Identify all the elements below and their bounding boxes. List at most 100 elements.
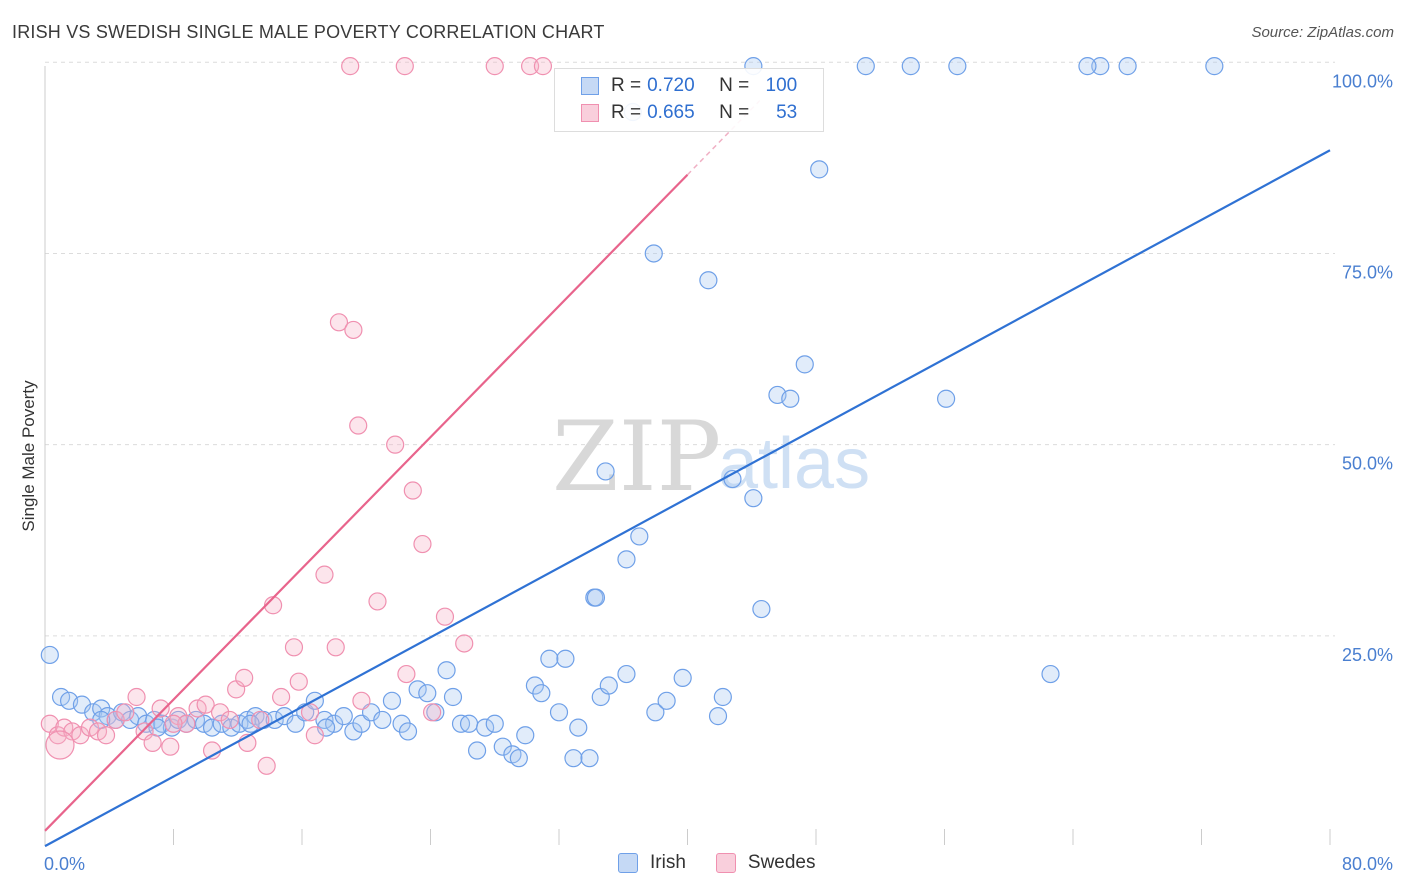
irish-point	[1078, 57, 1097, 76]
y-tick-label: 100.0%	[1332, 71, 1393, 91]
irish-point	[373, 710, 392, 730]
irish-point	[1118, 57, 1137, 76]
irish-point	[781, 389, 800, 408]
irish-point	[580, 749, 599, 768]
watermark-atlas: atlas	[718, 424, 870, 504]
x-tick-labels: 0.0% 80.0%	[44, 854, 1393, 874]
swedes-point	[164, 714, 183, 733]
irish-point	[540, 649, 559, 668]
irish-point	[467, 741, 487, 760]
swedes-point	[368, 592, 387, 611]
legend-label-swedes: Swedes	[747, 852, 816, 873]
swedes-point	[289, 672, 308, 691]
irish-point	[795, 355, 814, 374]
swedes-point	[127, 687, 146, 707]
legend-n-label: N =	[719, 102, 750, 123]
swedes-point	[520, 57, 540, 76]
irish-point	[713, 687, 732, 707]
irish-point	[752, 599, 771, 619]
x-tick-label: 0.0%	[44, 854, 85, 874]
chart-title: IRISH VS SWEDISH SINGLE MALE POVERTY COR…	[12, 22, 605, 42]
irish-point	[556, 649, 575, 668]
swedes-point	[423, 703, 442, 722]
legend-swatch-irish	[618, 853, 638, 873]
y-tick-labels: 25.0% 50.0% 75.0% 100.0%	[1332, 71, 1393, 665]
trend-lines	[44, 100, 1331, 848]
legend-r-label: R =	[611, 102, 642, 123]
irish-trend-line	[44, 149, 1331, 848]
grid-lines	[45, 61, 1335, 637]
irish-point	[437, 661, 456, 680]
swedes-point	[386, 435, 405, 454]
swedes-point	[455, 634, 474, 653]
irish-point	[599, 676, 618, 695]
irish-point	[673, 668, 692, 687]
legend-n-label: N =	[719, 75, 750, 96]
swedes-point	[96, 726, 116, 745]
swedes-point	[116, 703, 135, 722]
swedes-point	[395, 57, 414, 76]
y-tick-label: 50.0%	[1342, 454, 1393, 474]
irish-point	[569, 718, 588, 737]
irish-point	[485, 714, 504, 733]
swedes-point	[341, 57, 360, 76]
irish-point	[241, 714, 260, 733]
swedes-trend-line	[44, 173, 689, 832]
legend-item-swedes: Swedes	[715, 852, 816, 874]
swedes-points	[40, 57, 553, 775]
axes	[44, 66, 1331, 845]
correlation-legend: R = 0.720 N = 100 R = 0.665 N = 53	[554, 68, 824, 132]
irish-point	[617, 664, 636, 684]
irish-point	[493, 737, 512, 756]
irish-point	[418, 684, 437, 703]
watermark-zip: ZIP	[552, 401, 721, 513]
irish-point	[509, 749, 528, 768]
legend-n-value: 100	[765, 75, 798, 96]
swedes-point	[257, 756, 276, 775]
irish-point	[40, 645, 59, 665]
irish-point	[315, 710, 334, 730]
irish-point	[443, 687, 463, 707]
legend-swatch-irish	[581, 77, 599, 95]
legend-swatch-swedes	[715, 853, 736, 873]
irish-point	[398, 722, 418, 741]
swedes-point	[161, 737, 180, 756]
irish-point	[382, 691, 402, 710]
legend-r-value: 0.720	[647, 75, 695, 96]
irish-point	[476, 718, 495, 737]
swedes-point	[272, 687, 291, 707]
legend-label-irish: Irish	[650, 852, 686, 873]
swedes-point	[485, 57, 504, 76]
swedes-point	[106, 710, 125, 730]
irish-point	[708, 707, 728, 726]
legend-item-irish: Irish	[618, 852, 686, 874]
irish-point	[630, 527, 649, 546]
irish-point	[856, 57, 875, 76]
irish-point	[644, 244, 663, 263]
irish-point	[408, 680, 427, 699]
swedes-point	[151, 699, 170, 718]
legend-r-value: 0.665	[647, 102, 695, 123]
y-tick-label: 75.0%	[1342, 262, 1393, 282]
y-axis-label: Single Male Poverty	[19, 380, 38, 532]
irish-point	[459, 714, 479, 733]
irish-point	[948, 57, 967, 76]
irish-point	[1205, 57, 1224, 76]
legend-n-value: 53	[776, 102, 798, 123]
legend-row-irish: R = 0.720 N = 100	[581, 73, 797, 99]
irish-point	[699, 271, 718, 290]
source-label: Source: ZipAtlas.com	[1251, 24, 1394, 41]
irish-point	[549, 703, 569, 722]
irish-point	[744, 489, 763, 508]
swedes-point	[349, 416, 368, 435]
irish-point	[617, 550, 636, 569]
irish-point	[901, 57, 920, 76]
swedes-point	[315, 565, 334, 584]
swedes-point	[71, 726, 90, 745]
legend-row-swedes: R = 0.665 N = 53	[581, 100, 797, 126]
irish-point	[646, 703, 665, 722]
series-legend: Irish Swedes	[618, 852, 846, 874]
swedes-point	[210, 703, 230, 722]
irish-point	[202, 718, 222, 737]
